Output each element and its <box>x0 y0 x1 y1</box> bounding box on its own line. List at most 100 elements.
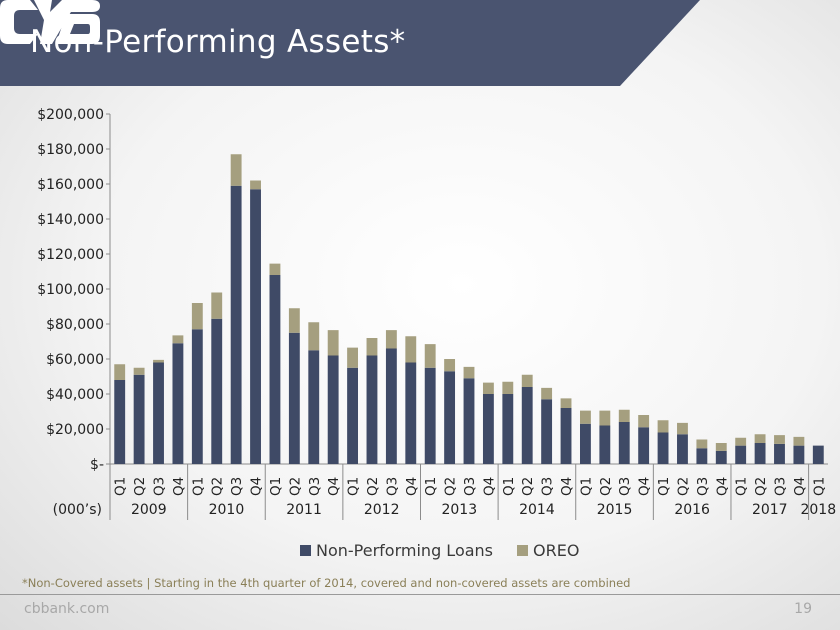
chart-legend: Non-Performing Loans OREO <box>300 540 603 560</box>
y-tick-label: $100,000 <box>37 282 104 298</box>
bar-oreo <box>638 415 650 428</box>
x-tick-label: Q1 <box>113 477 129 496</box>
bar-oreo <box>347 347 359 368</box>
x-tick-label: Q2 <box>287 477 303 496</box>
bar-oreo <box>385 330 397 349</box>
year-label: 2010 <box>209 502 245 518</box>
bar-npl <box>502 394 514 464</box>
bar-oreo <box>211 292 223 319</box>
npa-chart: $200,000 $180,000 $160,000 $140,000 $120,000… <box>37 107 836 520</box>
bar-oreo <box>191 303 203 330</box>
bar-npl <box>521 387 533 464</box>
x-tick-label: Q3 <box>307 477 323 496</box>
x-tick-label: Q1 <box>734 477 750 496</box>
bar-oreo <box>114 364 126 380</box>
footer-divider <box>0 594 840 595</box>
bar-npl <box>153 362 164 464</box>
x-tick-label: Q1 <box>501 477 517 496</box>
bar-oreo <box>541 387 553 400</box>
bar-npl <box>444 371 456 464</box>
bar-npl <box>424 367 436 464</box>
bar-npl <box>599 425 611 464</box>
y-tick-label: $200,000 <box>37 107 104 123</box>
x-tick-label: Q2 <box>210 477 226 496</box>
bar-npl <box>133 374 145 464</box>
bar-oreo <box>521 374 533 387</box>
legend-item-npl: Non-Performing Loans <box>300 541 493 560</box>
bar-oreo <box>308 322 320 351</box>
bar-npl <box>347 367 359 464</box>
y-tick-label: $60,000 <box>46 352 104 368</box>
y-tick-label: $120,000 <box>37 247 104 263</box>
bar-oreo <box>172 335 184 344</box>
bar-oreo <box>463 366 475 379</box>
footnote: *Non-Covered assets | Starting in the 4t… <box>22 576 631 590</box>
bar-npl <box>657 432 669 464</box>
bar-oreo <box>735 437 747 446</box>
y-tick-label: $40,000 <box>46 387 104 403</box>
bar-oreo <box>715 443 727 451</box>
x-tick-label: Q1 <box>268 477 284 496</box>
x-tick-label: Q1 <box>423 477 439 496</box>
x-tick-label: Q2 <box>443 477 459 496</box>
bar-npl <box>327 355 339 464</box>
bar-npl <box>288 332 300 464</box>
bar-npl <box>385 348 397 464</box>
website-link[interactable]: cbbank.com <box>24 601 110 617</box>
year-label: 2015 <box>597 502 633 518</box>
bar-npl <box>715 450 727 464</box>
x-tick-label: Q4 <box>249 477 265 496</box>
bar-npl <box>114 380 126 464</box>
year-label: 2018 <box>800 502 836 518</box>
x-tick-label: Q3 <box>540 477 556 496</box>
bar-npl <box>638 427 650 464</box>
bar-oreo <box>754 434 766 443</box>
bar-npl <box>269 275 281 464</box>
year-label: 2017 <box>752 502 788 518</box>
x-tick-label: Q1 <box>346 477 362 496</box>
x-tick-label: Q3 <box>462 477 478 496</box>
bar-oreo <box>327 330 339 356</box>
y-tick-label: $160,000 <box>37 177 104 193</box>
y-tick-label: $20,000 <box>46 422 104 438</box>
y-tick-label: $140,000 <box>37 212 104 228</box>
x-tick-label: Q3 <box>617 477 633 496</box>
legend-label-npl: Non-Performing Loans <box>316 540 494 560</box>
x-tick-label: Q1 <box>656 477 672 496</box>
bar-npl <box>463 378 475 464</box>
bar-oreo <box>502 381 514 394</box>
legend-swatch-oreo <box>517 544 529 556</box>
x-tick-label: Q2 <box>365 477 381 496</box>
company-logo <box>0 0 100 44</box>
bar-npl <box>579 423 591 464</box>
bar-oreo <box>657 420 669 433</box>
bar-oreo <box>599 410 611 426</box>
x-tick-label: Q4 <box>171 477 187 496</box>
bar-npl <box>250 189 261 464</box>
bar-oreo <box>482 382 494 394</box>
x-tick-label: Q1 <box>811 477 827 496</box>
bar-npl <box>366 355 378 464</box>
x-tick-label: Q3 <box>772 477 788 496</box>
year-label: 2013 <box>441 502 477 518</box>
x-tick-label: Q3 <box>384 477 400 496</box>
bar-oreo <box>153 359 164 363</box>
bar-npl <box>774 443 785 464</box>
bar-oreo <box>230 154 242 186</box>
bar-npl <box>696 448 708 464</box>
x-tick-label: Q2 <box>675 477 691 496</box>
bar-oreo <box>618 409 630 422</box>
y-tick-label: $180,000 <box>37 142 104 158</box>
x-tick-label: Q4 <box>559 477 575 496</box>
bar-oreo <box>366 338 378 356</box>
bar-npl <box>211 318 223 464</box>
title-banner: Non-Performing Assets* <box>0 0 840 86</box>
bar-oreo <box>288 308 300 333</box>
bar-oreo <box>560 398 572 408</box>
y-tick-label: $- <box>90 457 104 473</box>
bar-npl <box>191 329 203 464</box>
x-tick-label: Q1 <box>578 477 594 496</box>
x-tick-label: Q3 <box>152 477 168 496</box>
bar-oreo <box>444 359 456 372</box>
bar-oreo <box>696 439 708 449</box>
